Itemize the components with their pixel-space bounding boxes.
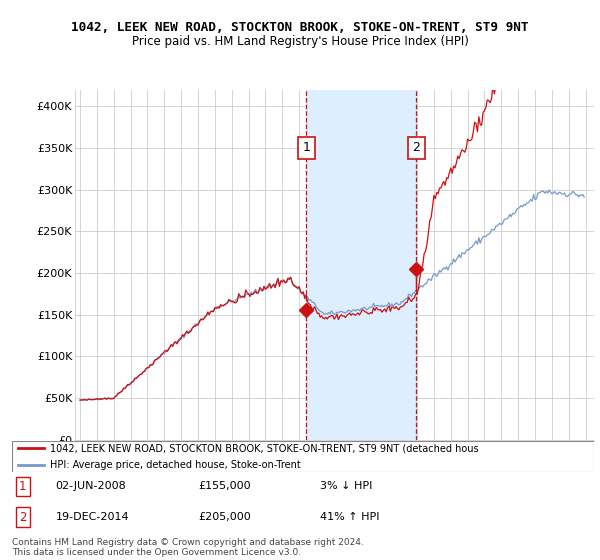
Text: 2: 2 <box>19 511 26 524</box>
Text: 1042, LEEK NEW ROAD, STOCKTON BROOK, STOKE-ON-TRENT, ST9 9NT (detached hous: 1042, LEEK NEW ROAD, STOCKTON BROOK, STO… <box>50 444 478 454</box>
Text: 1042, LEEK NEW ROAD, STOCKTON BROOK, STOKE-ON-TRENT, ST9 9NT: 1042, LEEK NEW ROAD, STOCKTON BROOK, STO… <box>71 21 529 34</box>
Text: 1: 1 <box>302 142 310 155</box>
Text: 19-DEC-2014: 19-DEC-2014 <box>56 512 129 522</box>
Text: Contains HM Land Registry data © Crown copyright and database right 2024.
This d: Contains HM Land Registry data © Crown c… <box>12 538 364 557</box>
Text: 02-JUN-2008: 02-JUN-2008 <box>56 482 127 491</box>
Text: 2: 2 <box>412 142 421 155</box>
Text: Price paid vs. HM Land Registry's House Price Index (HPI): Price paid vs. HM Land Registry's House … <box>131 35 469 48</box>
Text: 41% ↑ HPI: 41% ↑ HPI <box>320 512 380 522</box>
Text: £205,000: £205,000 <box>198 512 251 522</box>
Text: 3% ↓ HPI: 3% ↓ HPI <box>320 482 373 491</box>
Text: HPI: Average price, detached house, Stoke-on-Trent: HPI: Average price, detached house, Stok… <box>50 460 301 470</box>
Bar <box>306 90 416 440</box>
Text: 1: 1 <box>19 480 26 493</box>
FancyBboxPatch shape <box>12 441 594 472</box>
Text: £155,000: £155,000 <box>198 482 251 491</box>
